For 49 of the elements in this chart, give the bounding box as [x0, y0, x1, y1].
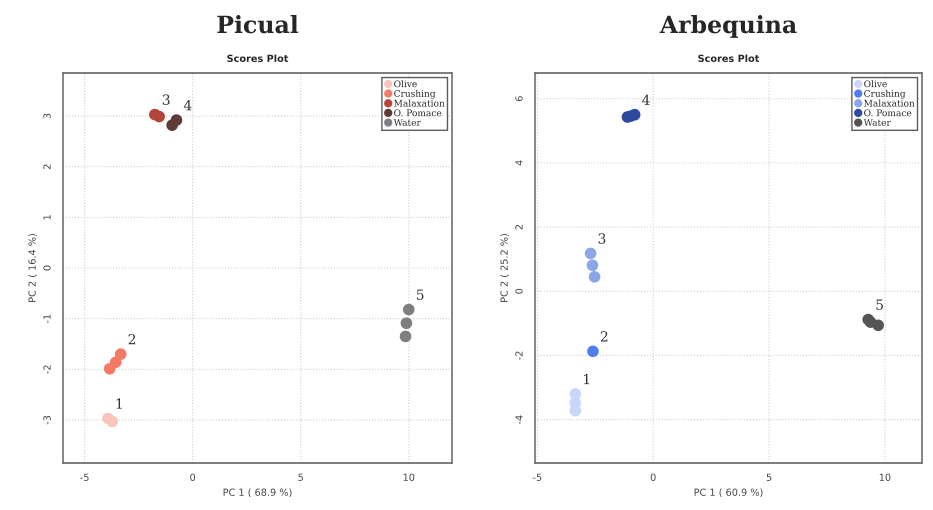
chart-subtitle: Scores Plot	[698, 54, 760, 62]
chart-subtitle: Scores Plot	[227, 54, 288, 62]
annotation: 3	[598, 233, 606, 244]
legend-label: Malaxation	[864, 100, 915, 107]
y-tick-label: 3	[43, 114, 51, 118]
y-axis-title: PC 2 ( 16.4 %)	[28, 234, 37, 302]
legend-label: Olive	[394, 80, 417, 88]
annotation: 1	[116, 398, 122, 409]
x-tick-label: 5	[766, 474, 772, 481]
annotation: 5	[416, 290, 424, 300]
annotation: 2	[128, 334, 136, 344]
x-tick-label: 10	[880, 474, 890, 481]
x-tick-label: 0	[190, 474, 196, 481]
legend-label: O. Pomace	[394, 109, 442, 116]
legend-label: Olive	[864, 80, 887, 88]
y-tick-label: 2	[515, 224, 523, 230]
y-tick-label: 1	[43, 215, 51, 220]
legend-label: Water	[864, 119, 891, 126]
annotation: 4	[184, 100, 192, 110]
y-tick-label: -2	[43, 365, 51, 374]
x-tick-label: 10	[404, 474, 414, 481]
annotation: 4	[642, 94, 650, 105]
y-tick-label: -2	[515, 352, 523, 360]
y-tick-label: 0	[515, 288, 523, 294]
y-tick-label: -1	[43, 314, 51, 324]
x-tick-label: 5	[298, 474, 303, 481]
x-tick-label: 0	[650, 474, 656, 481]
legend-label: Crushing	[394, 90, 436, 99]
y-tick-label: 4	[515, 160, 523, 166]
y-tick-label: 2	[43, 164, 51, 170]
y-tick-label: 6	[515, 96, 523, 102]
x-axis-title: PC 1 ( 60.9 %)	[694, 488, 762, 498]
legend-label: Crushing	[864, 90, 906, 99]
x-tick-label: -5	[532, 474, 542, 481]
y-tick-label: 0	[43, 266, 51, 270]
chart-title: Arbequina	[660, 15, 797, 38]
legend-label: Malaxation	[394, 100, 445, 107]
legend-label: Water	[394, 119, 421, 126]
annotation: 2	[600, 331, 608, 342]
chart-title: Picual	[217, 15, 298, 34]
x-tick-label: -5	[80, 474, 89, 481]
annotation: 3	[162, 94, 170, 105]
x-axis-title: PC 1 ( 68.9 %)	[224, 488, 292, 498]
annotation: 5	[876, 300, 883, 310]
y-tick-label: -3	[43, 416, 51, 424]
y-axis-title: PC 2 ( 25.2 %)	[500, 234, 509, 302]
y-tick-label: -4	[515, 415, 523, 424]
annotation: 1	[584, 374, 590, 384]
legend-label: O. Pomace	[864, 109, 912, 116]
